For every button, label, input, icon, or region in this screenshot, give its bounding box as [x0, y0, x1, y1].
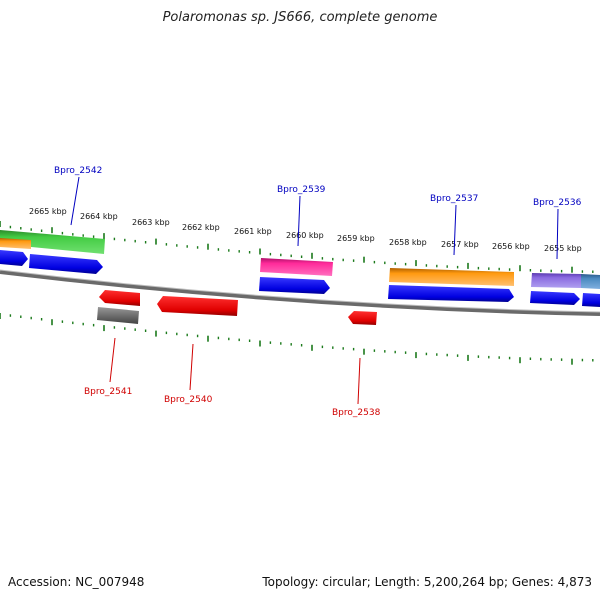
- kbp-label: 2655 kbp: [544, 244, 582, 253]
- kbp-label: 2657 kbp: [441, 240, 479, 249]
- gene-label-bpro-2538[interactable]: Bpro_2538: [332, 408, 381, 418]
- gene-label-bpro-2541[interactable]: Bpro_2541: [84, 387, 132, 397]
- gene-arrow-red[interactable]: [348, 311, 377, 325]
- kbp-label: 2665 kbp: [29, 207, 67, 216]
- gene-arrow-orange[interactable]: [0, 238, 31, 249]
- gene-arrow-blue[interactable]: [0, 250, 28, 266]
- gene-label-lines: [70, 176, 559, 405]
- gene-arrow-blue[interactable]: [582, 293, 600, 307]
- gene-arrow-blue[interactable]: [388, 285, 514, 302]
- gene-arrow-orange[interactable]: [389, 268, 514, 286]
- label-leader-bpro-2539: [297, 195, 301, 247]
- map-title: Polaromonas sp. JS666, complete genome: [162, 10, 438, 25]
- gene-arrow-red[interactable]: [157, 296, 238, 316]
- kbp-label: 2658 kbp: [389, 238, 427, 247]
- gene-label-bpro-2540[interactable]: Bpro_2540: [164, 395, 213, 405]
- label-leader-bpro-2538: [357, 357, 361, 405]
- gene-label-bpro-2536[interactable]: Bpro_2536: [533, 198, 582, 208]
- gene-arrow-purple[interactable]: [531, 273, 581, 288]
- kbp-label: 2664 kbp: [80, 212, 118, 221]
- genome-backbone: [0, 270, 600, 316]
- genome-backbone-highlight: [0, 269, 600, 313]
- label-leader-bpro-2540: [189, 343, 194, 391]
- upper-tick-ring: [0, 221, 594, 273]
- label-leader-bpro-2542: [70, 176, 80, 226]
- label-leader-bpro-2537: [453, 204, 457, 256]
- gene-arrow-steelblue[interactable]: [581, 274, 600, 289]
- gene-label-bpro-2542[interactable]: Bpro_2542: [54, 166, 102, 176]
- kbp-label: 2659 kbp: [337, 234, 375, 243]
- gene-arrow-blue[interactable]: [29, 254, 103, 274]
- kbp-label: 2662 kbp: [182, 223, 220, 232]
- accession-text: Accession: NC_007948: [8, 575, 145, 589]
- label-leader-bpro-2536: [556, 208, 559, 260]
- genome-info-text: Topology: circular; Length: 5,200,264 bp…: [262, 575, 592, 589]
- label-leader-bpro-2541: [109, 337, 116, 383]
- gene-label-bpro-2537[interactable]: Bpro_2537: [430, 194, 478, 204]
- kbp-label: 2663 kbp: [132, 218, 170, 227]
- forward-strand-genes: [0, 230, 600, 307]
- kbp-labels: 2665 kbp 2664 kbp 2663 kbp 2662 kbp 2661…: [29, 207, 582, 253]
- kbp-label: 2660 kbp: [286, 231, 324, 240]
- gene-arrow-blue[interactable]: [530, 291, 580, 305]
- gene-arrow-pink[interactable]: [260, 258, 333, 276]
- gene-labels: Bpro_2542 Bpro_2539 Bpro_2537 Bpro_2536 …: [54, 166, 582, 418]
- gene-arrow-green[interactable]: [0, 230, 105, 254]
- reverse-strand-genes: [97, 290, 377, 325]
- gene-label-bpro-2539[interactable]: Bpro_2539: [277, 185, 326, 195]
- gene-arrow-blue[interactable]: [259, 277, 330, 294]
- kbp-label: 2661 kbp: [234, 227, 272, 236]
- gene-arrow-red[interactable]: [99, 290, 140, 306]
- lower-tick-ring: [0, 313, 594, 365]
- kbp-label: 2656 kbp: [492, 242, 530, 251]
- gene-arrow-gray[interactable]: [97, 307, 139, 324]
